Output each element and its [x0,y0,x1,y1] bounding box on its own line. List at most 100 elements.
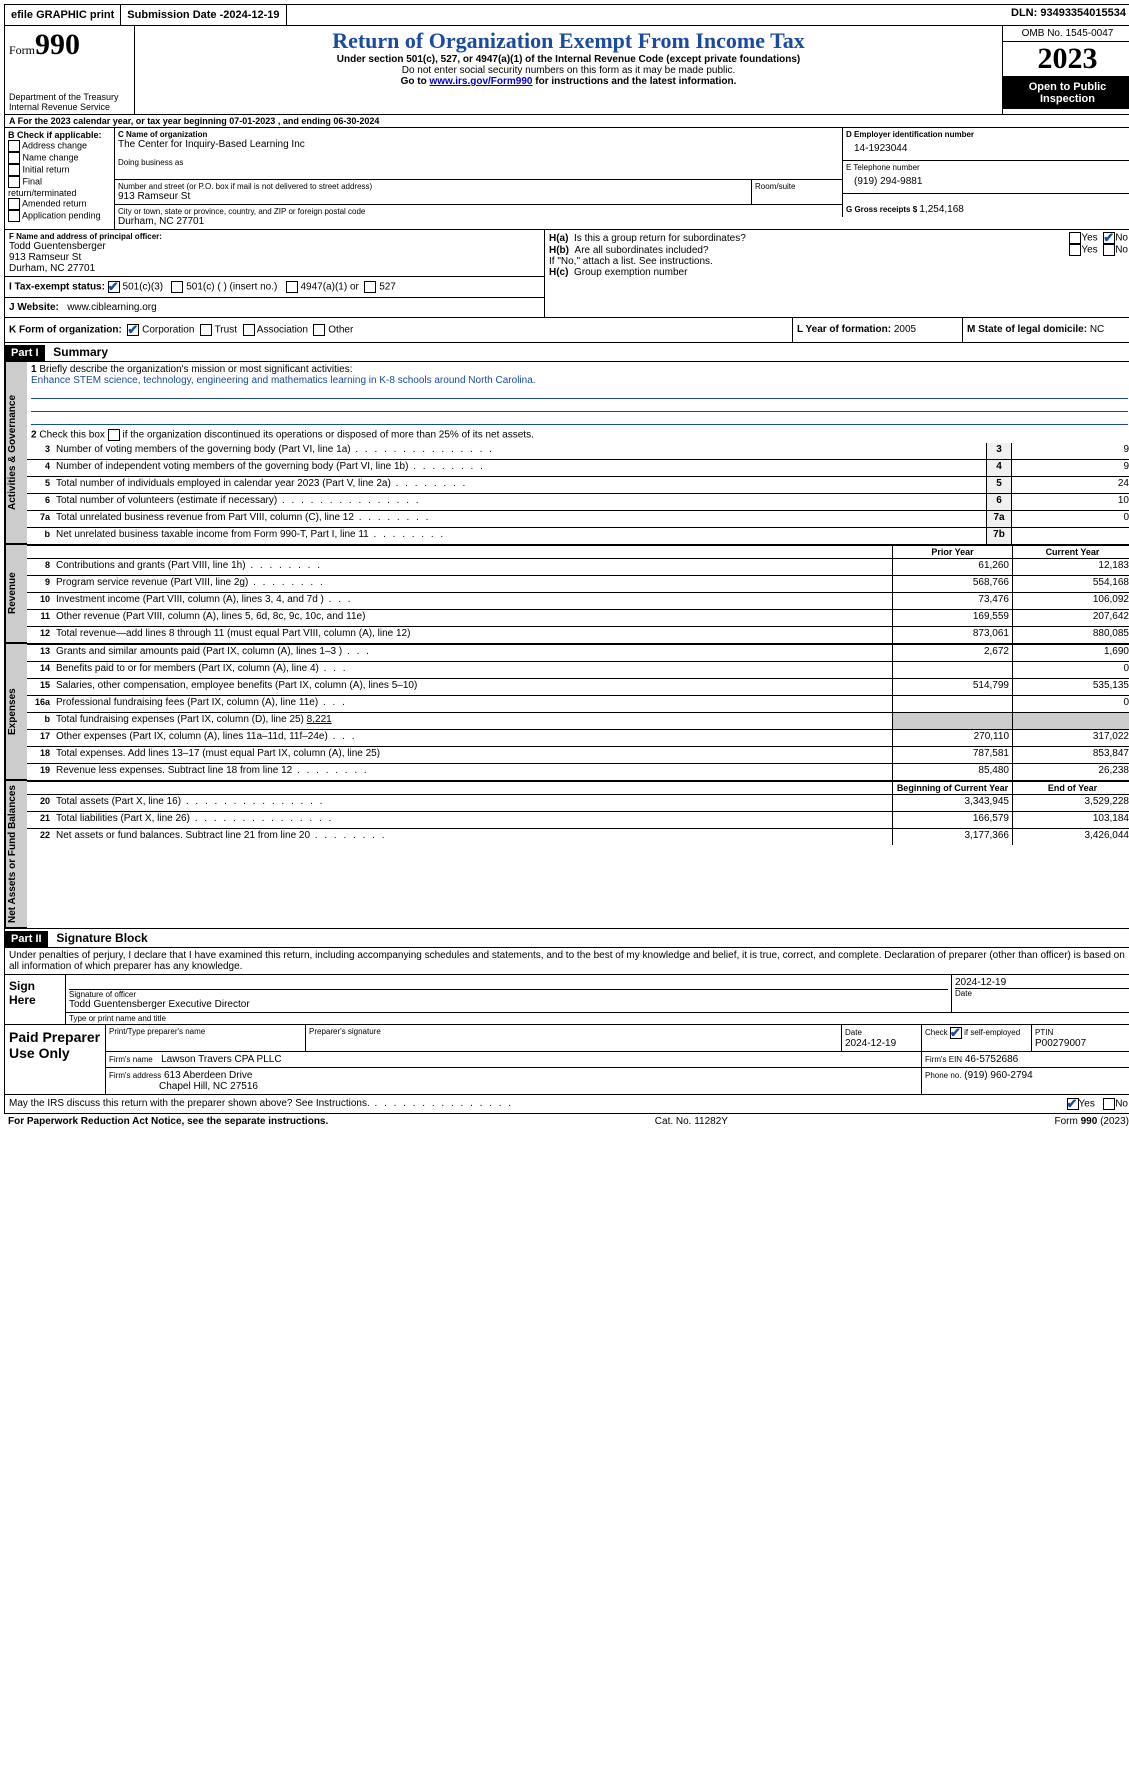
l14-desc: Benefits paid to or for members (Part IX… [56,663,319,674]
ptin: PTINP00279007 [1032,1025,1129,1051]
line-6: 6Total number of volunteers (estimate if… [27,493,1129,510]
sign-inner: Signature of officer Todd Guentensberger… [65,975,1129,1024]
box-k: K Form of organization: Corporation Trus… [5,318,792,342]
city-value: Durham, NC 27701 [118,216,839,227]
period-prefix: A For the 2023 calendar year, or tax yea… [9,116,229,126]
city-label: City or town, state or province, country… [118,207,839,216]
line-7b: bNet unrelated business taxable income f… [27,527,1129,544]
line-4: 4Number of independent voting members of… [27,459,1129,476]
domicile-value: NC [1090,324,1104,335]
chk-discuss-no[interactable] [1103,1098,1115,1110]
box-h: H(a) Is this a group return for subordin… [545,230,1129,317]
chk-4947[interactable] [286,281,298,293]
line-17: 17Other expenses (Part IX, column (A), l… [27,729,1129,746]
l22-prior: 3,177,366 [892,829,1012,845]
cat-no: Cat. No. 11282Y [655,1116,728,1127]
lbl-4947: 4947(a)(1) or [300,282,358,293]
goto-prefix: Go to [401,76,430,87]
prior-year-hdr: Prior Year [892,546,1012,558]
prep-sig-label: Preparer's signature [306,1025,842,1051]
mission-label: Briefly describe the organization's miss… [39,364,352,375]
chk-self-employed[interactable] [950,1027,962,1039]
opt-application-pending[interactable]: Application pending [8,210,111,222]
chk-501c[interactable] [171,281,183,293]
l14-prior [892,662,1012,678]
opt-address-change-label: Address change [22,140,87,150]
l9-curr: 554,168 [1012,576,1129,592]
l9-desc: Program service revenue (Part VIII, line… [56,577,248,588]
line-8: 8Contributions and grants (Part VIII, li… [27,558,1129,575]
chk-527[interactable] [364,281,376,293]
l20-desc: Total assets (Part X, line 16) [56,796,181,807]
year-formation-value: 2005 [894,324,916,335]
box-i: I Tax-exempt status: 501(c)(3) 501(c) ( … [5,277,544,298]
paid-inner: Print/Type preparer's name Preparer's si… [105,1025,1129,1094]
right-col: D Employer identification number 14-1923… [842,128,1129,229]
street-label: Number and street (or P.O. box if mail i… [118,182,748,191]
chk-discuss-yes[interactable] [1067,1098,1079,1110]
efile-print-button[interactable]: efile GRAPHIC print [5,5,121,25]
sign-here-label: Sign Here [5,975,65,1024]
chk-ha-yes[interactable] [1069,232,1081,244]
street-block: Number and street (or P.O. box if mail i… [115,180,842,205]
submission-date-value: 2024-12-19 [223,9,279,21]
opt-amended-return[interactable]: Amended return [8,198,111,210]
opt-amended-return-label: Amended return [22,198,87,208]
opt-name-change[interactable]: Name change [8,152,111,164]
chk-assoc[interactable] [243,324,255,336]
tab-revenue: Revenue [5,545,27,643]
period-end: 06-30-2024 [333,116,379,126]
discuss-yes: Yes [1079,1099,1095,1110]
chk-discontinued[interactable] [108,429,120,441]
line-14: 14Benefits paid to or for members (Part … [27,661,1129,678]
lbl-527: 527 [379,282,396,293]
opt-address-change[interactable]: Address change [8,140,111,152]
l22-curr: 3,426,044 [1012,829,1129,845]
chk-corp[interactable] [127,324,139,336]
opt-final-return[interactable]: Final return/terminated [8,176,111,198]
part-1-header: Part I Summary [5,343,1129,362]
l17-curr: 317,022 [1012,730,1129,746]
opt-initial-return[interactable]: Initial return [8,164,111,176]
chk-ha-no[interactable] [1103,232,1115,244]
sign-here-block: Sign Here Signature of officer Todd Guen… [5,975,1129,1025]
officer-name: Todd Guentensberger [9,241,540,252]
l16a-prior [892,696,1012,712]
pra-notice: For Paperwork Reduction Act Notice, see … [8,1116,328,1127]
l5-desc: Total number of individuals employed in … [56,478,391,489]
officer-sig-name: Todd Guentensberger Executive Director [69,999,948,1010]
ptin-value: P00279007 [1035,1038,1086,1049]
l13-prior: 2,672 [892,645,1012,661]
l21-desc: Total liabilities (Part X, line 26) [56,813,190,824]
form-number: Form990 [9,28,130,62]
discuss-question: May the IRS discuss this return with the… [9,1098,370,1109]
website-label: J Website: [9,302,59,313]
chk-trust[interactable] [200,324,212,336]
l11-prior: 169,559 [892,610,1012,626]
officer-city: Durham, NC 27701 [9,263,540,274]
chk-hb-yes[interactable] [1069,244,1081,256]
activities-body: 1 Briefly describe the organization's mi… [27,362,1129,544]
l16b-prior-shade [892,713,1012,729]
form-title: Return of Organization Exempt From Incom… [139,28,998,54]
l15-prior: 514,799 [892,679,1012,695]
l16b-val: 8,221 [307,714,332,725]
firm-ein-value: 46-5752686 [965,1054,1018,1065]
mission-text: Enhance STEM science, technology, engine… [31,375,536,386]
header-mid: Return of Organization Exempt From Incom… [135,26,1002,114]
chk-501c3[interactable] [108,281,120,293]
chk-hb-no[interactable] [1103,244,1115,256]
website-value: www.ciblearning.org [67,302,157,313]
box-l: L Year of formation: 2005 [792,318,962,342]
opt-name-change-label: Name change [23,152,79,162]
expenses-body: 13Grants and similar amounts paid (Part … [27,644,1129,780]
submission-date: Submission Date - 2024-12-19 [121,5,286,25]
period-mid: , and ending [278,116,334,126]
irs-link[interactable]: www.irs.gov/Form990 [429,76,532,87]
form-subtitle-3: Go to www.irs.gov/Form990 for instructio… [139,76,998,87]
chk-other[interactable] [313,324,325,336]
part-2-title: Signature Block [50,929,153,947]
period-row: A For the 2023 calendar year, or tax yea… [5,115,1129,128]
line-3: 3Number of voting members of the governi… [27,443,1129,459]
part-2-tag: Part II [5,931,48,947]
